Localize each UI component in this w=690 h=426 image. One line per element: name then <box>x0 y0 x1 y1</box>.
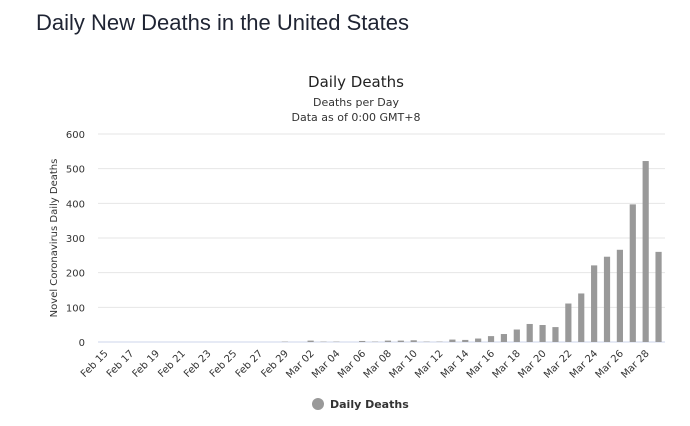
x-tick-label: Feb 17 <box>105 348 137 380</box>
bar[interactable] <box>578 293 585 342</box>
bar[interactable] <box>552 327 559 342</box>
bar[interactable] <box>539 325 546 342</box>
x-tick-label: Feb 15 <box>79 348 111 380</box>
x-tick-label: Feb 25 <box>208 348 240 380</box>
bar[interactable] <box>655 251 662 342</box>
legend-marker-icon <box>312 398 324 410</box>
y-tick-label: 200 <box>66 269 85 280</box>
bar[interactable] <box>384 340 392 342</box>
chart-title: Daily Deaths <box>308 73 404 91</box>
y-tick-label: 400 <box>66 199 85 210</box>
y-tick-label: 0 <box>79 338 85 349</box>
x-tick-label: Feb 21 <box>156 348 188 380</box>
page-title: Daily New Deaths in the United States <box>36 10 409 35</box>
bar[interactable] <box>475 338 482 342</box>
bar[interactable] <box>462 339 469 342</box>
bar[interactable] <box>397 340 404 342</box>
x-tick-label: Feb 19 <box>131 348 163 380</box>
bar[interactable] <box>513 329 520 342</box>
bar[interactable] <box>526 323 533 342</box>
y-tick-label: 500 <box>66 165 85 176</box>
y-axis-ticks: 0 100 200 300 400 500 600 <box>66 130 85 349</box>
bar[interactable] <box>410 340 417 342</box>
legend[interactable]: Daily Deaths <box>312 398 409 411</box>
x-tick-label: Mar 28 <box>619 348 651 380</box>
grid-lines <box>98 133 665 343</box>
legend-label: Daily Deaths <box>330 398 409 411</box>
y-axis-title: Novel Coronavirus Daily Deaths <box>49 159 60 318</box>
bar[interactable] <box>603 256 611 342</box>
bar[interactable] <box>487 336 495 342</box>
y-tick-label: 600 <box>66 130 85 141</box>
bar[interactable] <box>500 334 508 342</box>
y-tick-label: 300 <box>66 234 85 245</box>
bar[interactable] <box>616 249 623 342</box>
chart-subtitle-line: Deaths per Day <box>313 96 399 109</box>
x-tick-label: Feb 23 <box>182 348 214 380</box>
bar[interactable] <box>642 161 649 342</box>
x-tick-label: Feb 27 <box>234 348 266 380</box>
bar[interactable] <box>449 339 456 342</box>
y-tick-label: 100 <box>66 303 85 314</box>
bar[interactable] <box>307 340 314 342</box>
bar[interactable] <box>565 303 572 342</box>
bar[interactable] <box>629 204 636 342</box>
chart-subtitle-line: Data as of 0:00 GMT+8 <box>292 111 421 124</box>
bar[interactable] <box>359 340 366 342</box>
bar-series <box>281 161 662 342</box>
bar[interactable] <box>591 265 598 342</box>
